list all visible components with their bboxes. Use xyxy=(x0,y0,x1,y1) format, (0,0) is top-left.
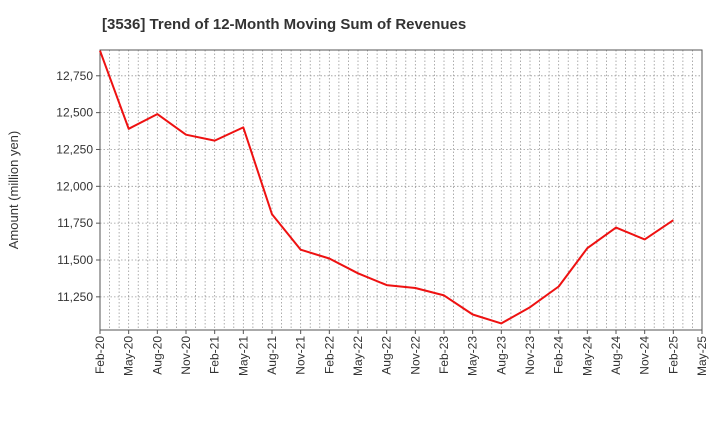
x-tick-label: Nov-23 xyxy=(523,336,537,375)
x-tick-label: May-22 xyxy=(351,336,365,376)
y-tick-label: 11,750 xyxy=(57,216,93,230)
x-tick-label: Nov-20 xyxy=(179,336,193,375)
x-tick-label: May-21 xyxy=(236,336,250,376)
grid-lines xyxy=(100,50,702,330)
x-axis-ticks: Feb-20 May-20 Aug-20 Nov-20 Feb-21 May-21 Aug-… xyxy=(93,330,709,376)
x-tick-label: Feb-25 xyxy=(666,336,680,374)
x-tick-label: Aug-24 xyxy=(609,336,623,375)
x-tick-label: Aug-21 xyxy=(265,336,279,375)
x-tick-label: Nov-21 xyxy=(294,336,308,375)
y-axis-label: Amount (million yen) xyxy=(6,131,21,250)
plot-area xyxy=(99,49,703,331)
y-tick-label: 12,500 xyxy=(56,106,93,120)
chart-title: [3536] Trend of 12-Month Moving Sum of R… xyxy=(102,16,467,33)
x-tick-label: May-24 xyxy=(580,336,594,376)
y-tick-label: 12,250 xyxy=(56,142,93,156)
y-tick-label: 11,250 xyxy=(57,290,93,304)
y-tick-label: 12,750 xyxy=(56,69,93,83)
x-tick-label: Feb-20 xyxy=(93,336,107,374)
x-tick-label: May-25 xyxy=(695,336,709,376)
x-tick-label: Aug-23 xyxy=(494,336,508,375)
series-layer xyxy=(99,50,674,325)
x-tick-label: Feb-21 xyxy=(208,336,222,374)
x-tick-label: May-23 xyxy=(466,336,480,376)
x-tick-label: May-20 xyxy=(122,336,136,376)
x-tick-label: Nov-24 xyxy=(638,336,652,375)
x-tick-label: Feb-24 xyxy=(552,336,566,374)
x-tick-label: Feb-22 xyxy=(322,336,336,374)
y-tick-label: 12,000 xyxy=(56,179,93,193)
y-axis-ticks: 11,250 11,500 11,750 12,000 12,250 12,500 12,7… xyxy=(56,69,100,304)
x-tick-label: Aug-22 xyxy=(380,336,394,375)
x-tick-label: Aug-20 xyxy=(150,336,164,375)
y-tick-label: 11,500 xyxy=(57,253,93,267)
x-tick-label: Feb-23 xyxy=(437,336,451,374)
x-tick-label: Nov-22 xyxy=(408,336,422,375)
